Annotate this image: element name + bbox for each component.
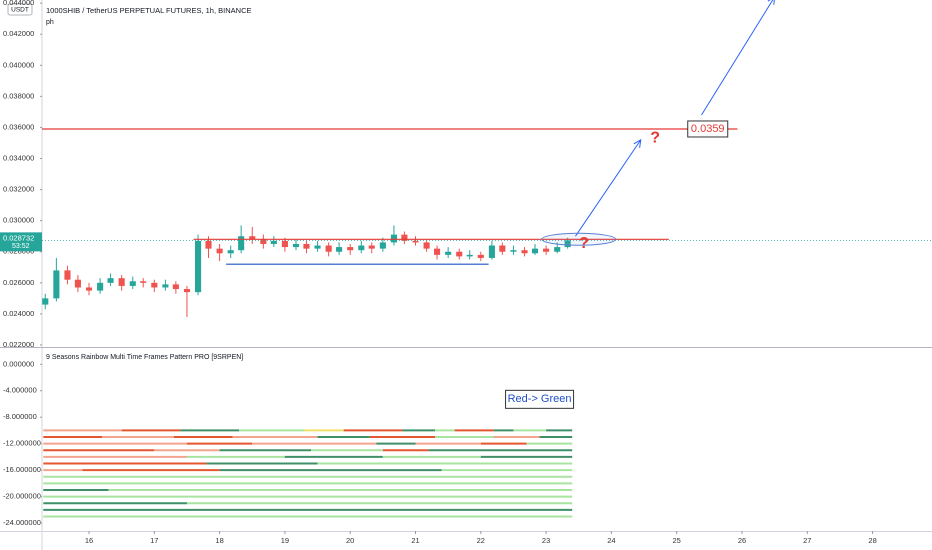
y-tick-label: -8.000000 (3, 412, 37, 421)
x-tick-label: 27 (803, 536, 811, 545)
x-tick-label: 19 (281, 536, 289, 545)
candle-body (151, 282, 158, 288)
annotation: ? (579, 235, 589, 252)
candle-body (543, 248, 550, 252)
candle-body (488, 245, 495, 258)
candle-body (64, 270, 71, 280)
candle-body (477, 254, 484, 258)
candle-body (260, 239, 267, 244)
candle-body (499, 245, 506, 252)
candle-body (368, 245, 375, 249)
y-tick-label: -24.000000 (3, 518, 41, 527)
candle-body (97, 282, 104, 291)
chart-title: 1000SHIB / TetherUS PERPETUAL FUTURES, 1… (46, 6, 252, 15)
x-tick-label: 16 (85, 536, 93, 545)
candle-body (336, 247, 343, 252)
candle-body (118, 278, 125, 286)
candle-body (205, 240, 212, 249)
candle-body (456, 251, 463, 257)
y-tick-label: 0.034000 (3, 153, 34, 162)
y-tick-label: 0.026000 (3, 278, 34, 287)
y-tick-label: 0.042000 (3, 29, 34, 38)
last-price: 0.028732 (3, 233, 34, 242)
candle-body (107, 278, 114, 283)
candle-body (292, 243, 300, 248)
candle-body (358, 245, 365, 251)
x-tick-label: 20 (346, 536, 354, 545)
x-tick-label: 25 (673, 536, 681, 545)
candle-body (172, 284, 179, 290)
ellipse (541, 232, 617, 246)
candle-body (314, 245, 321, 249)
last-price-box (0, 232, 42, 252)
x-tick-label: 24 (607, 536, 615, 545)
candle-body (129, 281, 136, 286)
y-tick-label: -12.000000 (3, 439, 41, 448)
candle-body (466, 254, 473, 257)
annotation-box (505, 389, 575, 409)
annotation: ? (650, 130, 660, 147)
candle-body (379, 242, 386, 249)
candle-body (401, 234, 408, 241)
candle-body (238, 236, 245, 251)
candle-body (42, 298, 49, 305)
candle-body (249, 236, 256, 240)
candle-body (554, 247, 561, 252)
candle-body (347, 247, 354, 251)
candle-body (521, 250, 528, 254)
candle-body (531, 248, 539, 254)
y-tick-label: 0.032000 (3, 185, 34, 194)
annotation: Red-> Green (508, 393, 572, 405)
candle-body (183, 289, 191, 293)
y-tick-label: -16.000000 (3, 465, 41, 474)
candle-body (281, 240, 288, 248)
y-tick-label: 0.038000 (3, 91, 34, 100)
y-tick-label: 0.036000 (3, 122, 34, 131)
candle-body (510, 250, 517, 252)
y-tick-label: 0.022000 (3, 340, 34, 349)
y-tick-label: -4.000000 (3, 386, 37, 395)
x-tick-label: 28 (868, 536, 876, 545)
candle-body (564, 240, 571, 248)
arrow (575, 138, 642, 237)
candle-body (303, 243, 310, 249)
candle-body (390, 234, 398, 243)
y-tick-label: 0.030000 (3, 216, 34, 225)
currency: USDT (11, 7, 29, 14)
countdown: 53:52 (12, 243, 30, 250)
x-tick-label: 23 (542, 536, 550, 545)
candle-body (270, 240, 277, 244)
x-tick-label: 21 (411, 536, 419, 545)
candle-body (325, 245, 332, 252)
y-tick-label: 0.000000 (3, 359, 34, 368)
candle-body (433, 248, 441, 255)
candle-body (423, 242, 430, 249)
x-tick-label: 17 (150, 536, 158, 545)
candle-body (140, 281, 147, 283)
x-tick-label: 26 (738, 536, 746, 545)
candle-body (195, 240, 202, 293)
indicator-title: 9 Seasons Rainbow Multi Time Frames Patt… (46, 354, 243, 361)
currency-box[interactable] (7, 3, 33, 16)
candle-body (162, 284, 169, 288)
candle-body (74, 279, 81, 288)
candle-body (412, 240, 419, 243)
y-tick-label: -20.000000 (3, 492, 41, 501)
annotation-box (687, 120, 729, 138)
candle-body (85, 287, 93, 291)
y-tick-label: 0.024000 (3, 309, 34, 318)
annotation: 0.0359 (691, 123, 725, 135)
x-tick-label: 18 (215, 536, 223, 545)
candle-body (216, 248, 223, 254)
arrow (701, 0, 775, 116)
candle-body (227, 250, 234, 254)
y-tick-label: 0.040000 (3, 60, 34, 69)
chart-subtitle: ph (46, 19, 54, 26)
candle-body (445, 251, 452, 255)
y-tick-label: 0.044000 (3, 0, 34, 7)
x-tick-label: 22 (477, 536, 485, 545)
candle-body (53, 270, 60, 299)
